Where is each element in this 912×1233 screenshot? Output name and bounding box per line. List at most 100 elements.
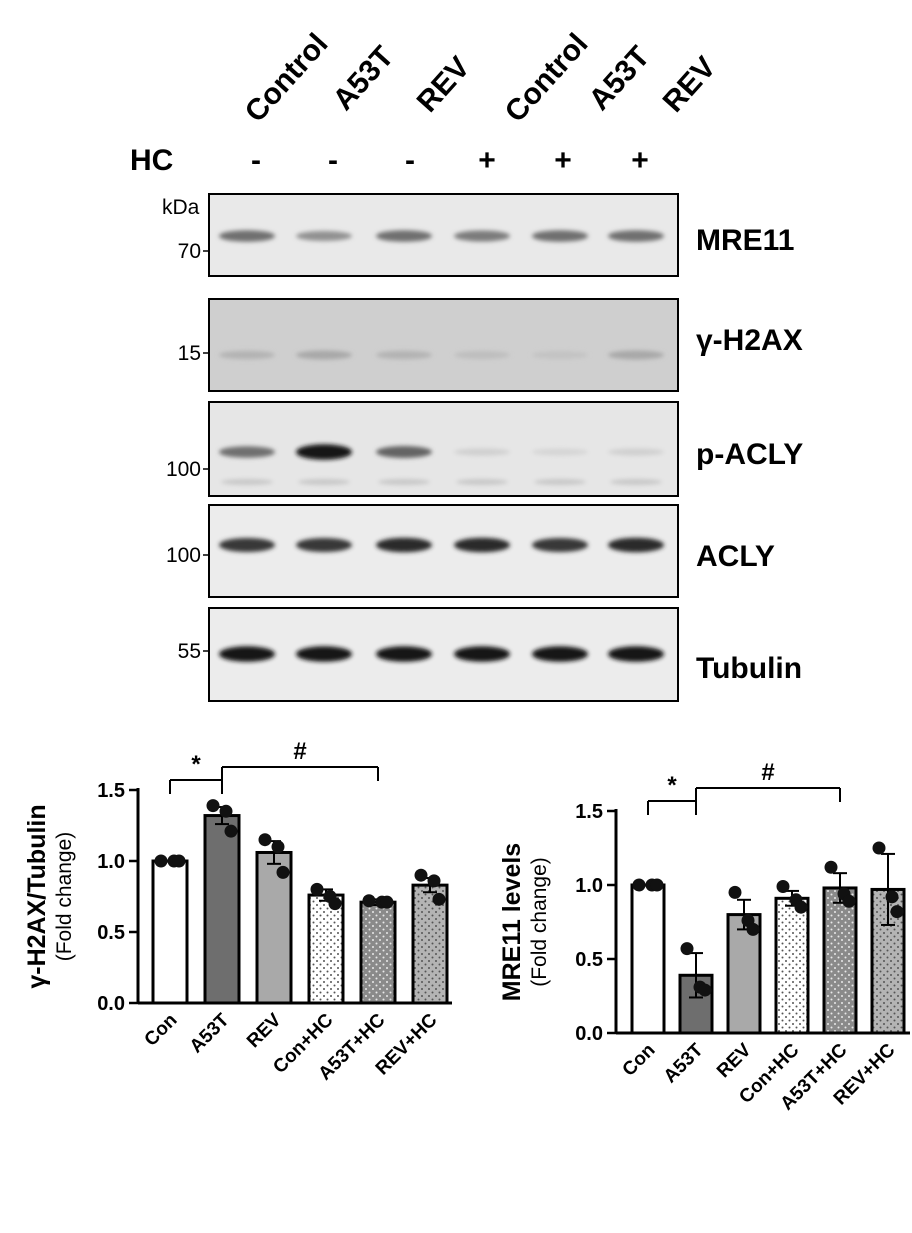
blot-band xyxy=(608,448,664,456)
blot-band xyxy=(219,350,275,360)
blot-band xyxy=(296,538,352,552)
y-tick-label: 0.5 xyxy=(575,949,603,971)
lane-label: Control xyxy=(239,27,335,128)
lane-label: REV xyxy=(411,51,477,119)
data-point xyxy=(310,882,324,896)
blot-panels: 70 MRE11 15 γ-H2AX 100 p-ACLY 100 ACLY 55 Tubulin xyxy=(166,193,803,702)
y-axis-sublabel: (Fold change) xyxy=(53,832,76,962)
protein-label: p-ACLY xyxy=(696,438,803,471)
bar xyxy=(151,859,189,1005)
lane-label: A53T xyxy=(327,40,401,117)
data-point xyxy=(414,868,428,882)
blot-band xyxy=(296,350,352,360)
category-label: Con xyxy=(141,1010,182,1051)
data-point xyxy=(872,841,886,855)
blot-band xyxy=(608,230,664,242)
marker-label: 70 xyxy=(178,240,201,263)
lane-label: Control xyxy=(499,27,595,128)
blot-band xyxy=(378,479,430,485)
protein-label: MRE11 xyxy=(696,224,794,257)
data-point xyxy=(427,874,441,888)
data-point xyxy=(746,922,760,936)
y-tick-label: 1.0 xyxy=(575,875,603,897)
blot-band xyxy=(296,444,352,460)
blot-band xyxy=(610,479,662,485)
category-label: Con xyxy=(619,1040,660,1081)
y-axis-sublabel: (Fold change) xyxy=(528,857,551,987)
data-point xyxy=(328,897,342,911)
blot-band xyxy=(221,479,273,485)
data-point xyxy=(680,942,694,956)
category-label: A53T xyxy=(660,1039,708,1087)
blot-band xyxy=(608,350,664,360)
treatment-sign: + xyxy=(631,144,649,177)
blot-frame xyxy=(208,504,679,598)
blot-band xyxy=(454,537,510,553)
data-point xyxy=(219,804,233,818)
blot-frame xyxy=(208,193,679,277)
data-point xyxy=(271,840,285,854)
blot-frame xyxy=(208,607,679,702)
blot-band xyxy=(456,479,508,485)
y-tick-label: 0.0 xyxy=(575,1023,603,1045)
bar xyxy=(359,900,397,1005)
data-point xyxy=(276,865,290,879)
category-label: A53T xyxy=(186,1009,234,1057)
blot-band xyxy=(532,646,588,662)
sig-symbol: # xyxy=(761,759,774,786)
blot-band xyxy=(296,646,352,662)
blot-band xyxy=(454,351,510,359)
kda-label: kDa xyxy=(162,196,200,219)
blot-band xyxy=(376,350,432,360)
data-point xyxy=(224,824,238,838)
treatment-sign: + xyxy=(478,144,496,177)
blot-band xyxy=(532,448,588,456)
blot-band xyxy=(532,230,588,242)
marker-label: 100 xyxy=(166,544,201,567)
data-point xyxy=(890,905,904,919)
treatment-sign: - xyxy=(251,144,261,177)
blot-band xyxy=(532,538,588,552)
blot-band xyxy=(219,646,275,662)
marker-label: 100 xyxy=(166,458,201,481)
y-tick-label: 1.0 xyxy=(97,851,125,873)
treatment-signs: - - - + + + xyxy=(251,144,649,177)
data-point xyxy=(728,885,742,899)
data-point xyxy=(206,799,220,813)
data-point xyxy=(776,879,790,893)
bar xyxy=(822,886,858,1035)
blot-band xyxy=(532,351,588,359)
blot-band xyxy=(608,537,664,553)
bar xyxy=(630,883,666,1035)
blot-panel: 100 ACLY xyxy=(166,504,775,598)
lane-label: A53T xyxy=(583,40,657,117)
blot-band xyxy=(454,646,510,662)
blot-frame xyxy=(208,298,679,392)
marker-label: 55 xyxy=(178,640,201,663)
blot-band xyxy=(376,646,432,662)
protein-label: γ-H2AX xyxy=(696,324,803,357)
treatment-sign: - xyxy=(405,144,415,177)
y-tick-label: 0.5 xyxy=(97,922,125,944)
sig-symbol: # xyxy=(293,738,306,765)
data-point xyxy=(172,854,186,868)
data-point xyxy=(154,854,168,868)
y-axis-label: MRE11 levels xyxy=(498,843,526,1001)
blot-band xyxy=(219,538,275,552)
data-point xyxy=(632,878,646,892)
data-point xyxy=(794,900,808,914)
y-tick-label: 1.5 xyxy=(575,801,603,823)
bar xyxy=(307,893,345,1005)
blot-band xyxy=(454,230,510,242)
gamma-h2ax-chart: 0.0 0.5 1.0 1.5 γ-H2AX/Tubulin (Fold change) C… xyxy=(23,738,452,1085)
data-point xyxy=(432,892,446,906)
bar xyxy=(774,896,810,1035)
lane-labels: Control A53T REV Control A53T REV xyxy=(239,27,723,128)
treatment-sign: + xyxy=(554,144,572,177)
data-point xyxy=(362,894,376,908)
blot-panel: 15 γ-H2AX xyxy=(178,298,803,392)
blot-band xyxy=(454,448,510,456)
y-tick-label: 1.5 xyxy=(97,780,125,802)
data-point xyxy=(258,833,272,847)
data-point xyxy=(842,894,856,908)
